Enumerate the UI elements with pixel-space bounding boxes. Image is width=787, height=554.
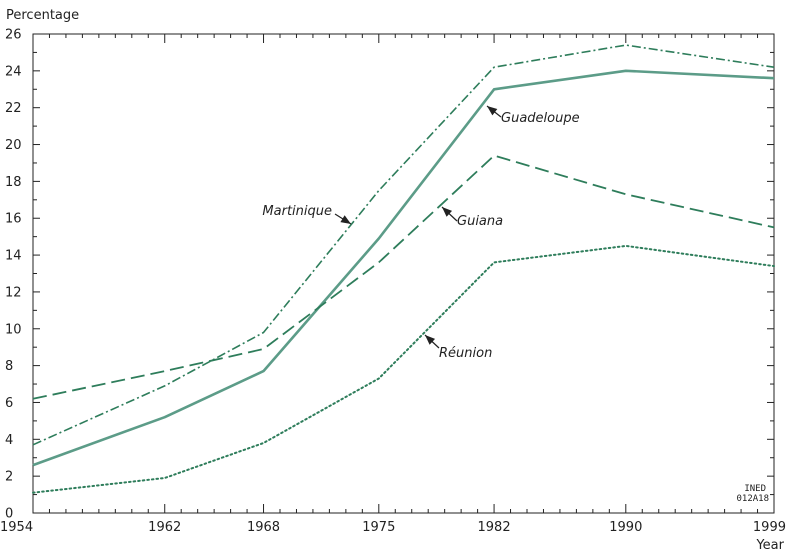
series-line-guiana xyxy=(32,154,775,400)
y-tick-label: 26 xyxy=(5,28,22,43)
y-tick-label: 2 xyxy=(5,470,13,485)
series-line-martinique xyxy=(32,44,775,446)
x-tick-label: 1954 xyxy=(0,520,33,535)
y-tick-label: 24 xyxy=(5,64,22,79)
x-axis-title: Year xyxy=(755,538,784,553)
y-tick-label: 20 xyxy=(5,138,22,153)
y-tick-label: 12 xyxy=(5,285,22,300)
series-line-runion xyxy=(32,244,775,494)
credit-line-2: 012A18 xyxy=(736,494,769,504)
series-lines xyxy=(32,44,775,494)
annotation-arrowhead-runion xyxy=(425,335,436,345)
series-label-runion: Réunion xyxy=(439,346,492,361)
series-label-guiana: Guiana xyxy=(457,214,503,229)
plot-frame xyxy=(32,33,775,514)
x-tick-label: 1968 xyxy=(247,520,280,535)
annotation-arrowhead-guadeloupe xyxy=(487,106,498,116)
series-label-guadeloupe: Guadeloupe xyxy=(501,111,580,126)
annotation-arrowhead-guiana xyxy=(442,207,453,217)
y-tick-label: 10 xyxy=(5,322,22,337)
x-tick-label: 1962 xyxy=(148,520,181,535)
x-tick-label: 1982 xyxy=(478,520,511,535)
x-axis-ticks: 1954 1962 1968 1975 1982 1990 1999 xyxy=(0,34,786,535)
y-tick-label: 4 xyxy=(5,433,13,448)
y-tick-label: 18 xyxy=(5,175,22,190)
x-tick-label: 1999 xyxy=(753,520,786,535)
y-tick-label: 6 xyxy=(5,396,13,411)
annotation-arrowhead-martinique xyxy=(340,215,351,224)
series-annotations: Martinique Guadeloupe Guiana Réunion xyxy=(262,105,580,361)
y-tick-label: 16 xyxy=(5,212,22,227)
series-line-guadeloupe xyxy=(32,69,775,467)
credit-line-1: INED xyxy=(744,484,766,494)
y-tick-label: 8 xyxy=(5,359,13,374)
x-tick-label: 1975 xyxy=(362,520,395,535)
y-tick-label: 0 xyxy=(5,507,13,522)
x-tick-label: 1990 xyxy=(609,520,642,535)
y-axis-title: Percentage xyxy=(6,8,79,23)
y-tick-label: 22 xyxy=(5,101,22,116)
y-tick-label: 14 xyxy=(5,249,22,264)
series-label-martinique: Martinique xyxy=(262,204,332,219)
